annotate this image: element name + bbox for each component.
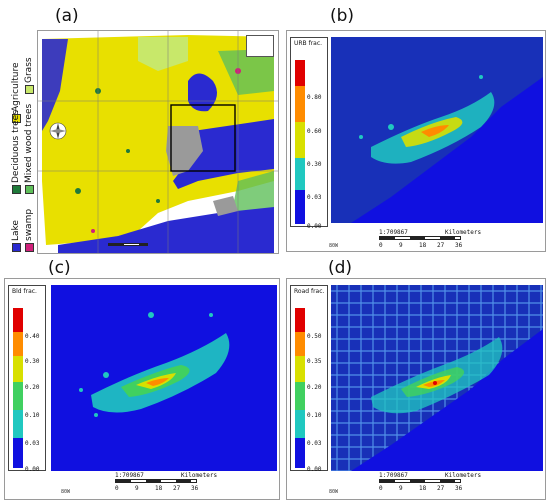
panel-d-lon-label: 80W [329, 489, 339, 495]
panel-b-raster [331, 37, 543, 223]
panel-c-scalebar: 1:709867 Kilometers 0 9 18 27 36 [115, 472, 218, 492]
panel-c-colorbar: Bld frac. 0.40 0.30 0.20 0.10 0.03 0.00 [8, 285, 46, 473]
panel-c-raster [51, 285, 277, 471]
panel-b-lon-label: 80W [329, 243, 339, 249]
panel-d-scalebar: 1:709867 Kilometers 0 9 18 27 36 [379, 472, 482, 492]
panel-c-map: Bld frac. 0.40 0.30 0.20 0.10 0.03 0.00 … [4, 278, 280, 500]
panel-b-label: (b) [330, 6, 355, 26]
study-area-box [170, 104, 236, 172]
panel-b-map: URB frac. 0.80 0.60 0.30 0.03 0.00 1:709… [286, 30, 546, 252]
panel-d-raster [331, 285, 543, 471]
panel-d-map: Road frac. 0.50 0.35 0.20 0.10 0.03 0.00… [286, 278, 546, 500]
panel-d-colorbar: Road frac. 0.50 0.35 0.20 0.10 0.03 0.00 [290, 285, 328, 473]
panel-b-colorbar: URB frac. 0.80 0.60 0.30 0.03 0.00 [290, 37, 328, 230]
panel-c-lon-label: 80W [61, 489, 71, 495]
mini-legend-box [246, 35, 274, 57]
panel-d-label: (d) [328, 258, 353, 278]
panel-a-scalebar [108, 241, 168, 249]
panel-a-label: (a) [55, 6, 79, 26]
compass-icon [49, 122, 67, 140]
panel-c-label: (c) [48, 258, 71, 278]
panel-a-map [37, 30, 279, 254]
panel-b-scalebar: 1:709867 Kilometers 0 9 18 27 36 [379, 229, 482, 249]
landcover-map [38, 31, 278, 253]
